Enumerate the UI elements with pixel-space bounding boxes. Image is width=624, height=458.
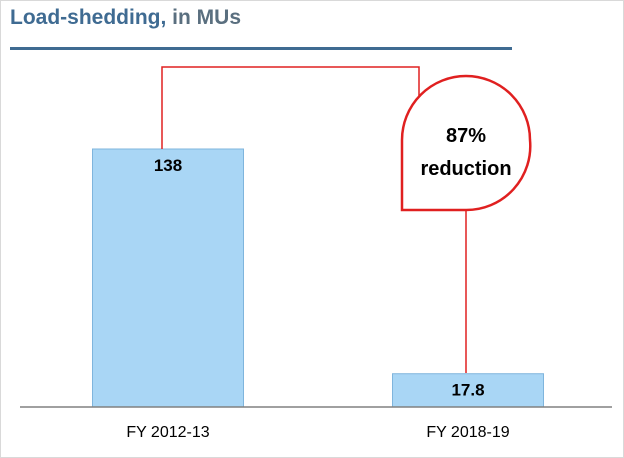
callout-label: reduction: [420, 158, 511, 180]
bar-2: [392, 373, 544, 408]
reduction-callout: 87% reduction: [161, 66, 532, 373]
chart-title-unit: in MUs: [172, 6, 242, 29]
chart-title-main: Load-shedding,: [10, 6, 167, 29]
bar-value-label-2: 17.8: [451, 381, 484, 400]
callout-percent: 87%: [446, 125, 486, 147]
bar-1: [92, 148, 244, 408]
x-tick-label-2: FY 2018-19: [426, 424, 509, 441]
bars-layer: 138 FY 2012-13 17.8 FY 2018-19: [92, 148, 544, 441]
callout-connector-line: [161, 66, 420, 149]
bar-value-label-1: 138: [154, 156, 182, 175]
x-tick-label-1: FY 2012-13: [126, 424, 209, 441]
callout-bubble: [400, 74, 532, 212]
title-underline: [10, 47, 512, 50]
chart-title: Load-shedding, in MUs: [10, 6, 241, 30]
